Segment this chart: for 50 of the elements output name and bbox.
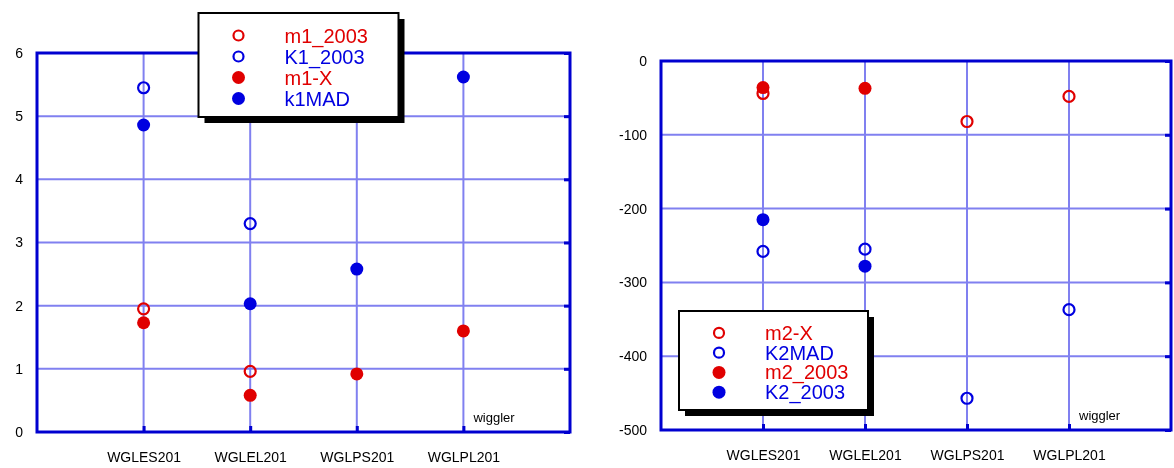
- legend-label: k1MAD: [284, 87, 351, 110]
- point: [858, 81, 872, 95]
- x-tick-label: WGLPS201: [320, 448, 395, 465]
- point: [960, 391, 974, 405]
- point: [350, 262, 364, 276]
- y-tick-label: -100: [618, 126, 648, 143]
- annotation: wiggler: [1078, 408, 1121, 423]
- legend-label: m1_2003: [284, 24, 368, 48]
- legend-label: K2MAD: [765, 341, 834, 364]
- y-tick-label: 3: [15, 234, 24, 251]
- point: [243, 297, 257, 311]
- point: [456, 70, 470, 84]
- annotation: wiggler: [472, 410, 516, 425]
- x-tick-label: WGLPS201: [930, 446, 1005, 463]
- point: [1062, 303, 1076, 317]
- y-tick-label: -300: [618, 274, 648, 291]
- point: [350, 367, 364, 381]
- x-tick-label: WGLEL201: [829, 446, 902, 463]
- point: [756, 81, 770, 95]
- point: [243, 364, 257, 378]
- point: [137, 316, 151, 330]
- legend-label: m2-X: [765, 321, 813, 344]
- point: [1062, 89, 1076, 104]
- point: [756, 244, 770, 258]
- point: [858, 242, 872, 256]
- x-tick-label: WGLES201: [726, 446, 801, 463]
- x-tick-label: WGLES201: [107, 448, 182, 465]
- point: [137, 81, 151, 95]
- y-tick-label: 0: [639, 52, 648, 69]
- y-tick-label: -200: [618, 200, 648, 217]
- x-tick-label: WGLPL201: [427, 448, 501, 465]
- y-tick-label: 2: [15, 297, 24, 314]
- y-tick-label: 1: [15, 360, 24, 377]
- point: [960, 114, 974, 129]
- point: [137, 302, 151, 316]
- point: [243, 216, 257, 231]
- y-tick-label: -500: [618, 421, 648, 438]
- y-tick-label: 5: [15, 108, 24, 125]
- y-tick-label: 6: [15, 44, 24, 61]
- point: [756, 213, 770, 227]
- y-tick-label: 0: [15, 423, 24, 440]
- point: [456, 324, 470, 338]
- y-tick-label: 4: [15, 171, 24, 188]
- x-tick-label: WGLEL201: [214, 448, 288, 465]
- y-tick-label: -400: [618, 348, 648, 365]
- point: [243, 388, 257, 402]
- point: [858, 259, 872, 273]
- x-tick-label: WGLPL201: [1033, 446, 1106, 463]
- legend-label: m2_2003: [765, 361, 849, 385]
- point: [137, 118, 151, 132]
